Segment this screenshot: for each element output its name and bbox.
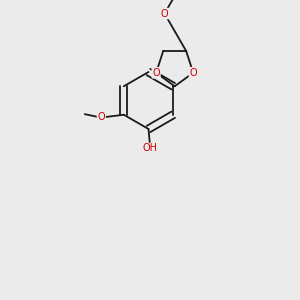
Text: O: O bbox=[161, 9, 168, 19]
Text: O: O bbox=[98, 112, 105, 122]
Text: O: O bbox=[152, 68, 160, 78]
Text: O: O bbox=[189, 68, 197, 78]
Text: OH: OH bbox=[142, 143, 158, 154]
